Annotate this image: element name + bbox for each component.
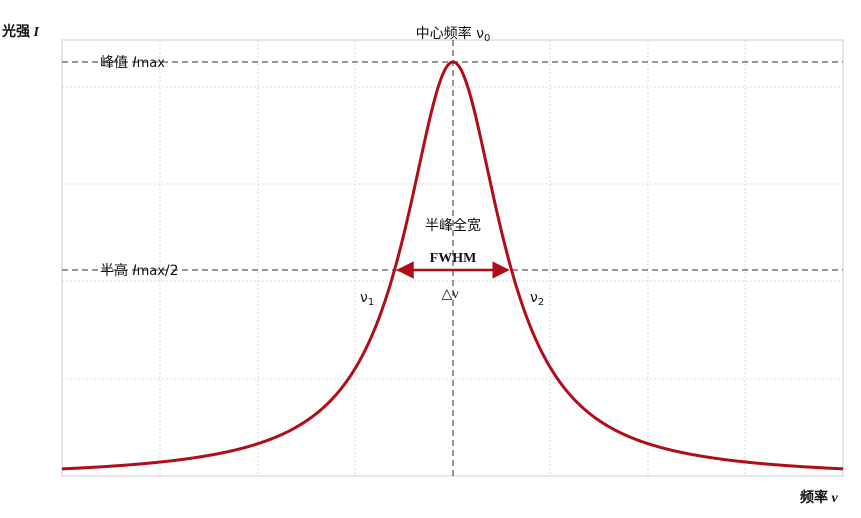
y-axis-label: 光强 I: [1, 23, 40, 40]
half-label: 半高 Imax/2: [100, 262, 179, 279]
grid: [62, 40, 843, 476]
fwhm-cn: 半峰全宽: [425, 217, 481, 234]
delta-nu: △ν: [441, 287, 458, 302]
lorentz-curve: [61, 60, 844, 471]
x-axis-label: 频率 ν: [800, 489, 839, 506]
peak-label: 峰值 Imax: [100, 55, 165, 71]
nu2-label: ν2: [530, 290, 544, 308]
fwhm: FWHM: [430, 251, 477, 266]
nu1-label: ν1: [360, 290, 374, 308]
center-label: 中心频率 ν0: [416, 25, 491, 44]
